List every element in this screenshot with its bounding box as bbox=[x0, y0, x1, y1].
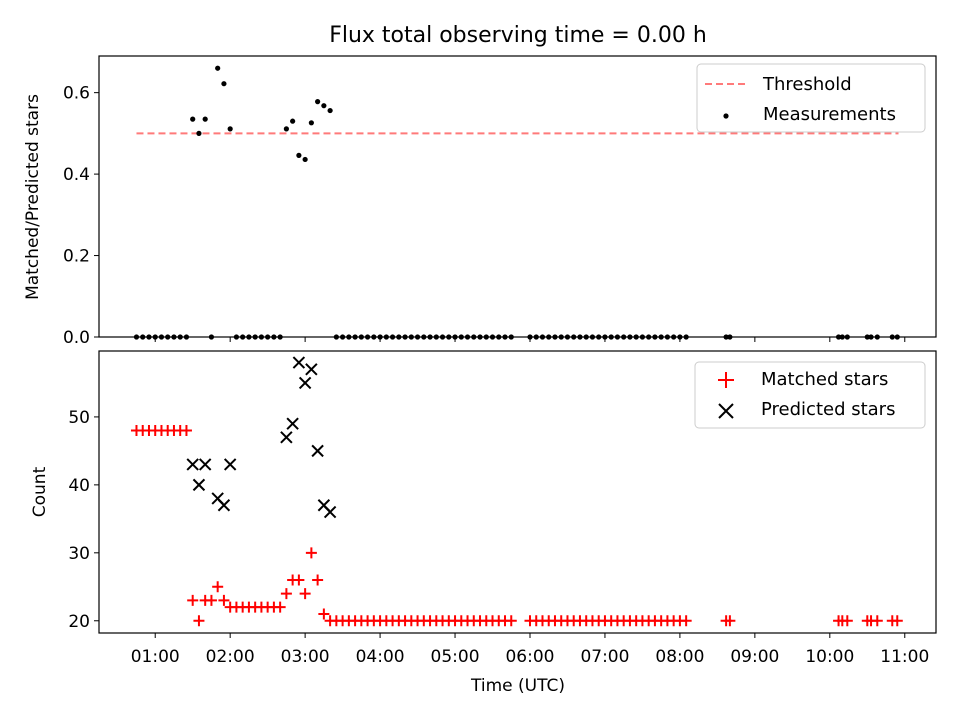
x-axis-label: Time (UTC) bbox=[470, 676, 565, 696]
x-tick-label: 04:00 bbox=[356, 647, 405, 667]
measurement-point bbox=[321, 103, 327, 109]
matched-star-point bbox=[212, 581, 224, 593]
bottom-axes-frame bbox=[98, 350, 937, 634]
top-y-tick-label: 0.2 bbox=[63, 247, 90, 267]
predicted-star-point bbox=[198, 458, 212, 471]
bottom-y-tick-label: 30 bbox=[68, 544, 90, 564]
matched-star-point bbox=[318, 608, 330, 620]
bottom-legend: Matched stars Predicted stars bbox=[694, 361, 926, 429]
top-y-tick-label: 0.6 bbox=[63, 84, 90, 104]
measurement-point bbox=[302, 156, 308, 163]
matched-star-point bbox=[218, 594, 230, 606]
matched-star-point bbox=[193, 615, 205, 627]
predicted-star-point bbox=[280, 431, 293, 444]
measurement-point bbox=[283, 126, 289, 132]
x-tick-label: 02:00 bbox=[206, 647, 255, 667]
bottom-y-axis-label: Count bbox=[30, 466, 50, 517]
top-plot-area bbox=[133, 65, 900, 340]
measurement-point bbox=[315, 99, 321, 105]
measurement-point bbox=[202, 116, 208, 122]
measurement-point bbox=[215, 65, 221, 71]
measurement-point bbox=[290, 118, 296, 124]
x-tick-label: 05:00 bbox=[431, 647, 480, 667]
bottom-x-axis: 01:00 02:00 03:00 04:00 05:00 06:00 07:00 08:00… bbox=[131, 633, 929, 667]
top-legend: Threshold Measurements bbox=[696, 63, 926, 133]
top-axes-frame bbox=[98, 55, 937, 338]
bottom-y-axis: 20 30 40 50 bbox=[68, 408, 99, 632]
matched-star-point bbox=[205, 594, 217, 606]
predicted-star-point bbox=[292, 356, 306, 369]
top-panel: 0.0 0.2 0.4 0.6 Matched/Predicted stars Thr… bbox=[23, 55, 937, 348]
legend-matched-swatch bbox=[718, 372, 734, 388]
matched-star-point bbox=[724, 615, 736, 627]
measurement-point bbox=[221, 81, 227, 87]
matched-star-point bbox=[891, 615, 903, 627]
predicted-star-point bbox=[298, 376, 312, 390]
predicted-star-point bbox=[311, 444, 324, 458]
predicted-star-point bbox=[305, 363, 318, 376]
matched-star-point bbox=[312, 574, 324, 586]
top-y-tick-label: 0.0 bbox=[63, 328, 90, 348]
predicted-star-point bbox=[323, 505, 337, 519]
x-tick-label: 09:00 bbox=[730, 647, 779, 667]
top-legend-box bbox=[696, 63, 926, 133]
matched-star-point bbox=[187, 594, 199, 606]
predicted-star-point bbox=[223, 458, 237, 471]
x-tick-label: 01:00 bbox=[131, 647, 180, 667]
predicted-star-point bbox=[286, 417, 299, 430]
x-tick-label: 07:00 bbox=[580, 647, 629, 667]
top-y-axis: 0.0 0.2 0.4 0.6 bbox=[63, 84, 99, 348]
bottom-plot-area bbox=[130, 356, 903, 627]
x-tick-label: 10:00 bbox=[805, 647, 854, 667]
chart-title: Flux total observing time = 0.00 h bbox=[329, 23, 707, 48]
matched-star-point bbox=[180, 425, 192, 437]
predicted-star-point bbox=[186, 458, 199, 471]
measurement-point bbox=[196, 130, 202, 136]
measurement-point bbox=[190, 116, 196, 122]
bottom-y-tick-label: 40 bbox=[68, 476, 90, 496]
matched-star-point bbox=[274, 601, 286, 613]
matched-star-point bbox=[505, 615, 517, 627]
matched-star-point bbox=[293, 574, 305, 586]
matched-star-point bbox=[299, 588, 311, 600]
bottom-legend-box bbox=[694, 361, 926, 429]
bottom-y-tick-label: 20 bbox=[68, 612, 90, 632]
predicted-star-point bbox=[217, 499, 231, 512]
legend-predicted-label: Predicted stars bbox=[761, 399, 895, 420]
legend-matched-label: Matched stars bbox=[761, 369, 888, 390]
x-tick-label: 08:00 bbox=[655, 647, 704, 667]
legend-threshold-label: Threshold bbox=[762, 74, 852, 95]
top-y-axis-label: Matched/Predicted stars bbox=[23, 94, 43, 300]
measurement-point bbox=[327, 107, 333, 114]
matched-star-point bbox=[280, 588, 292, 600]
x-tick-label: 06:00 bbox=[505, 647, 554, 667]
x-tick-label: 03:00 bbox=[281, 647, 330, 667]
matched-star-point bbox=[841, 615, 853, 627]
legend-predicted-swatch bbox=[718, 403, 734, 419]
legend-measurements-swatch bbox=[723, 113, 729, 119]
legend-measurements-label: Measurements bbox=[763, 104, 896, 125]
matched-star-point bbox=[680, 615, 692, 627]
top-y-tick-label: 0.4 bbox=[63, 165, 90, 185]
measurement-point bbox=[308, 120, 314, 126]
measurement-point bbox=[296, 152, 302, 158]
measurement-point bbox=[227, 126, 233, 132]
bottom-y-tick-label: 50 bbox=[68, 408, 90, 428]
predicted-star-point bbox=[192, 478, 206, 492]
matched-star-point bbox=[305, 547, 317, 559]
matched-star-point bbox=[871, 615, 883, 627]
x-tick-label: 11:00 bbox=[880, 647, 929, 667]
top-x-axis-ticks bbox=[154, 337, 906, 342]
